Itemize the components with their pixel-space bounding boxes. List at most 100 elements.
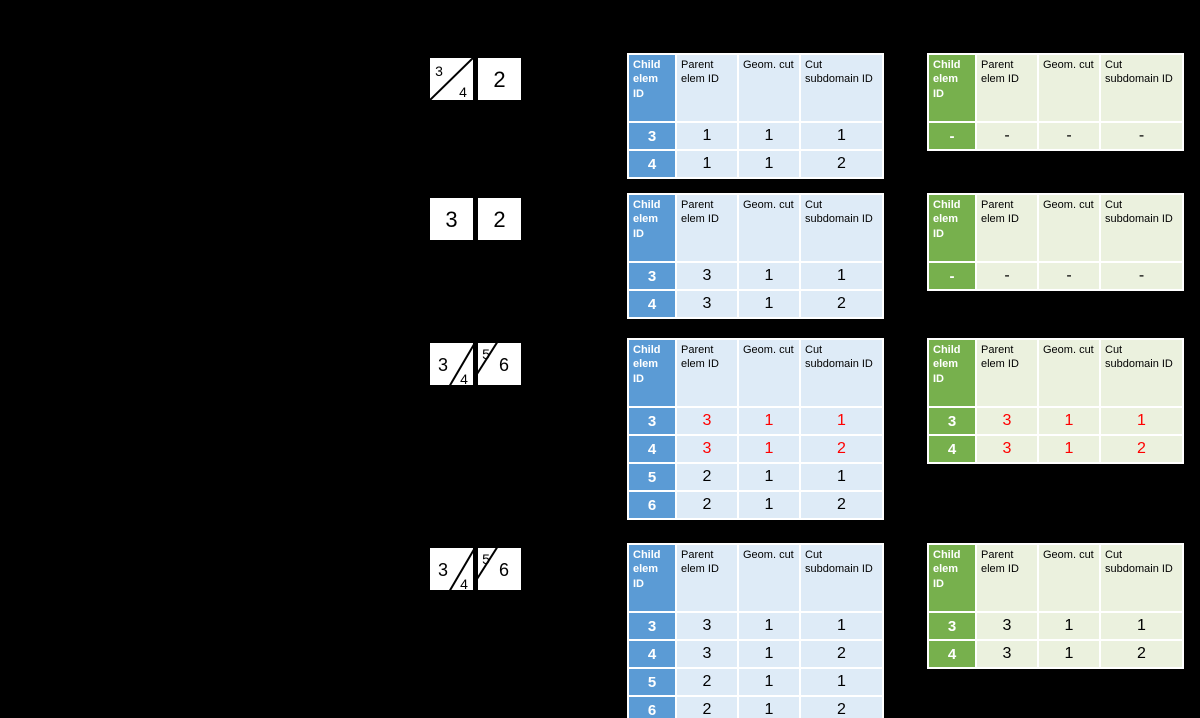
column-header-3: Cut subdomain ID	[799, 543, 884, 613]
child-elem-id-cell: 4	[627, 149, 677, 179]
element-diagram-1: 3 4 2	[430, 58, 521, 102]
table-cell: 1	[1037, 639, 1101, 669]
column-header-1: Parent elem ID	[975, 193, 1039, 263]
column-header-1: Parent elem ID	[675, 53, 739, 123]
cut-line	[448, 343, 476, 387]
child-elem-id-cell: 3	[627, 611, 677, 641]
elem-label: 4	[460, 371, 468, 387]
column-header-0: Child elem ID	[927, 543, 977, 613]
table-row: ----	[927, 261, 1184, 291]
table-cell: 3	[975, 611, 1039, 641]
table-cell: -	[1037, 261, 1101, 291]
table-cell: 2	[799, 695, 884, 718]
column-header-2: Geom. cut	[737, 193, 801, 263]
table-cell: 2	[799, 289, 884, 319]
table-cell: 1	[799, 261, 884, 291]
mesh-square	[430, 548, 473, 590]
table-cell: 1	[737, 667, 801, 697]
column-header-2: Geom. cut	[1037, 543, 1101, 613]
child-elem-table-blue-4: Child elem ID Parent elem ID Geom. cut Cut …	[627, 543, 884, 718]
child-elem-table-green-2: Child elem ID Parent elem ID Geom. cut Cut …	[927, 193, 1184, 291]
child-elem-id-cell: 4	[627, 639, 677, 669]
table-cell: 1	[799, 667, 884, 697]
child-elem-id-cell: 3	[627, 406, 677, 436]
elem-label: 3	[438, 560, 448, 580]
table-cell: 2	[675, 695, 739, 718]
table-cell: -	[975, 261, 1039, 291]
table-cell: 1	[737, 121, 801, 151]
table-cell: 2	[799, 639, 884, 669]
table-cell: 1	[737, 639, 801, 669]
child-elem-table-blue-3: Child elem ID Parent elem ID Geom. cut Cut …	[627, 338, 884, 520]
column-header-2: Geom. cut	[737, 338, 801, 408]
elem-label: 4	[460, 576, 468, 592]
child-elem-table-green-1: Child elem ID Parent elem ID Geom. cut Cut …	[927, 53, 1184, 151]
child-elem-id-cell: -	[927, 261, 977, 291]
child-elem-table-green-3: Child elem ID Parent elem ID Geom. cut Cut …	[927, 338, 1184, 464]
table-cell: 3	[675, 406, 739, 436]
table-cell: 1	[737, 406, 801, 436]
elem-label: 6	[499, 560, 509, 580]
table-cell: 1	[737, 261, 801, 291]
table-cell: 2	[799, 490, 884, 520]
mesh-square	[478, 343, 521, 385]
child-elem-table-green-4: Child elem ID Parent elem ID Geom. cut Cut …	[927, 543, 1184, 669]
table-cell: 1	[737, 434, 801, 464]
elem-label: 6	[499, 355, 509, 375]
table-cell: 3	[675, 611, 739, 641]
cut-line	[476, 548, 498, 580]
column-header-3: Cut subdomain ID	[799, 338, 884, 408]
elem-label: 2	[493, 207, 505, 232]
table-cell: 1	[799, 462, 884, 492]
cut-line	[476, 343, 498, 375]
column-header-0: Child elem ID	[627, 193, 677, 263]
table-cell: 1	[737, 695, 801, 718]
table-cell: 3	[675, 434, 739, 464]
elem-label: 2	[493, 67, 505, 92]
table-cell: 1	[799, 611, 884, 641]
table-cell: 2	[675, 490, 739, 520]
table-cell: 3	[975, 639, 1039, 669]
table-cell: 1	[737, 462, 801, 492]
elem-label: 3	[435, 63, 443, 79]
column-header-3: Cut subdomain ID	[1099, 193, 1184, 263]
column-header-0: Child elem ID	[927, 338, 977, 408]
elem-label: 5	[482, 346, 490, 362]
column-header-0: Child elem ID	[627, 338, 677, 408]
table-cell: 1	[1099, 611, 1184, 641]
cut-line	[430, 58, 475, 102]
child-elem-table-blue-2: Child elem ID Parent elem ID Geom. cut Cut …	[627, 193, 884, 319]
column-header-1: Parent elem ID	[675, 543, 739, 613]
table-cell: 1	[1099, 406, 1184, 436]
elem-label: 3	[438, 355, 448, 375]
child-elem-id-cell: 4	[627, 434, 677, 464]
table-cell: 3	[675, 261, 739, 291]
table-cell: 1	[737, 149, 801, 179]
table-cell: 2	[675, 462, 739, 492]
child-elem-id-cell: 6	[627, 695, 677, 718]
table-cell: 3	[675, 289, 739, 319]
table-cell: 1	[737, 490, 801, 520]
mesh-square	[478, 198, 521, 240]
child-elem-id-cell: 4	[927, 639, 977, 669]
table-cell: 1	[1037, 406, 1101, 436]
table-cell: -	[1099, 261, 1184, 291]
cut-line	[448, 548, 476, 592]
elem-label: 5	[482, 551, 490, 567]
child-elem-id-cell: 5	[627, 462, 677, 492]
column-header-3: Cut subdomain ID	[1099, 543, 1184, 613]
column-header-1: Parent elem ID	[675, 193, 739, 263]
child-elem-id-cell: 6	[627, 490, 677, 520]
table-cell: 1	[737, 289, 801, 319]
child-elem-table-blue-1: Child elem ID Parent elem ID Geom. cut Cut …	[627, 53, 884, 179]
